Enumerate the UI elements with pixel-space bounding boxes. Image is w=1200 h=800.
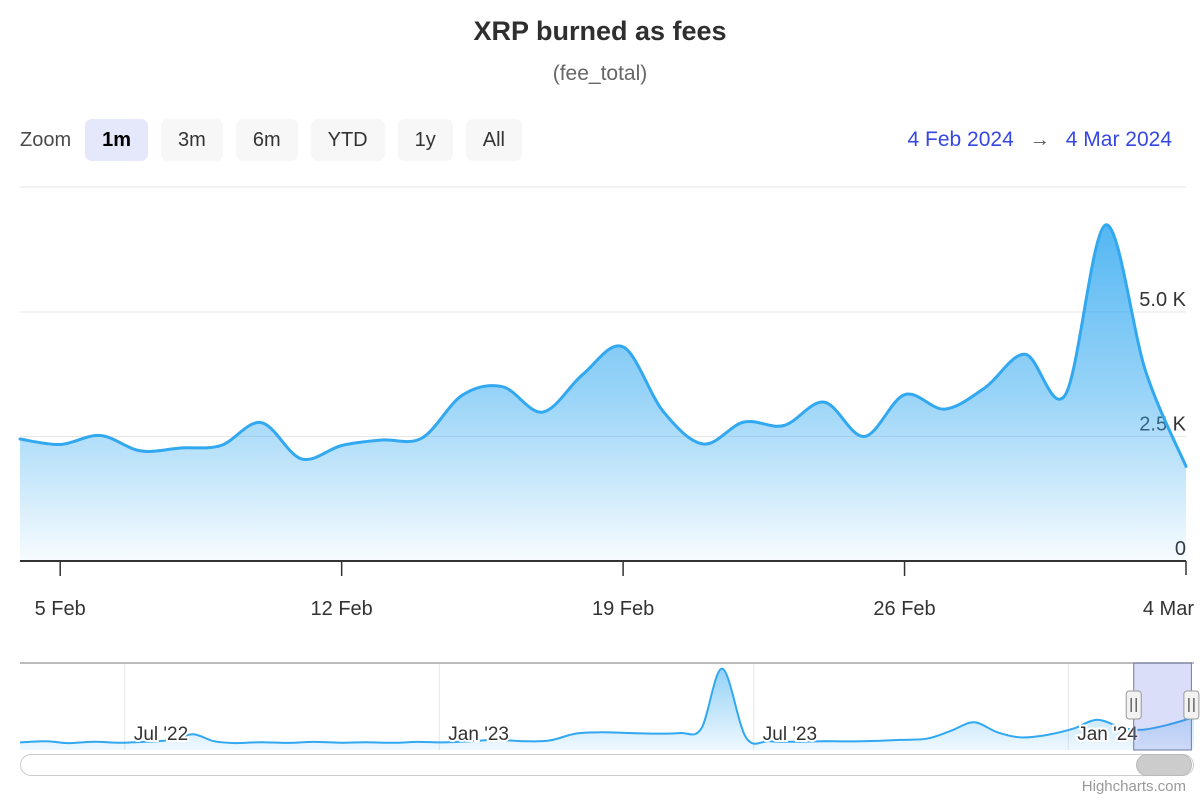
fee-total-line xyxy=(18,223,1188,468)
zoom-button-1m[interactable]: 1m xyxy=(85,119,149,161)
zoom-label: Zoom xyxy=(20,128,72,151)
navigator-area xyxy=(20,668,1194,750)
x-axis-label: 4 Mar xyxy=(1143,598,1194,620)
navigator-selection-mask[interactable] xyxy=(1133,662,1192,751)
y-axis-label: 5.0 K xyxy=(1139,289,1186,311)
navigator-label: Jan '23 xyxy=(448,724,509,745)
zoom-button-6m[interactable]: 6m xyxy=(235,119,298,161)
x-axis-label: 19 Feb xyxy=(592,598,654,620)
x-axis-label: 26 Feb xyxy=(873,598,935,620)
range-from-input[interactable]: 4 Feb 2024 xyxy=(907,128,1014,151)
range-to-input[interactable]: 4 Mar 2024 xyxy=(1065,128,1172,151)
range-selector-toolbar: Zoom 1m 3m 6m YTD 1y All 4 Feb 2024 → 4 Mar 2… xyxy=(20,119,1172,161)
navigator-label: Jan '24 xyxy=(1077,724,1138,745)
page-title: XRP burned as fees xyxy=(473,16,727,46)
x-axis-label: 5 Feb xyxy=(35,598,86,620)
x-axis-label: 12 Feb xyxy=(311,598,373,620)
navigator-label: Jul '22 xyxy=(134,724,188,745)
navigator-handle-left[interactable] xyxy=(1125,690,1142,720)
navigator-label: Jul '23 xyxy=(763,724,817,745)
page-subtitle: (fee_total) xyxy=(552,62,648,85)
highcharts-credits-link[interactable]: Highcharts.com xyxy=(1081,778,1186,795)
zoom-button-3m[interactable]: 3m xyxy=(161,119,223,161)
navigator-handle-right[interactable] xyxy=(1183,690,1200,720)
fee-total-area xyxy=(20,224,1186,561)
scrollbar-track[interactable] xyxy=(20,754,1194,776)
zoom-button-1y[interactable]: 1y xyxy=(397,119,453,161)
zoom-button-all[interactable]: All xyxy=(465,119,522,161)
range-arrow-icon: → xyxy=(1029,128,1050,151)
scrollbar-thumb[interactable] xyxy=(1136,754,1192,776)
zoom-button-group: 1m 3m 6m YTD 1y All xyxy=(85,119,535,161)
navigator-line xyxy=(19,667,1195,745)
zoom-button-ytd[interactable]: YTD xyxy=(310,119,385,161)
